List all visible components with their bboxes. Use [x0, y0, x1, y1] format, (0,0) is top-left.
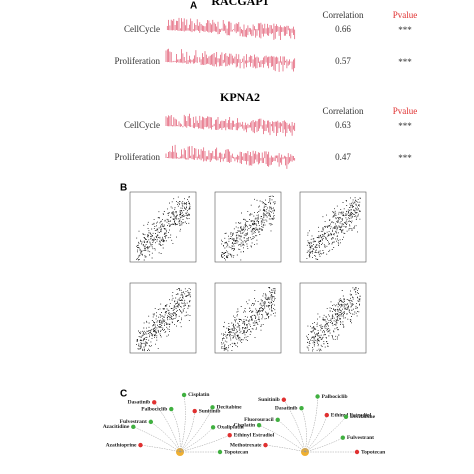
edge: [179, 394, 186, 453]
drug-label: Cisplatin: [188, 392, 209, 398]
scatter-frame: [129, 282, 197, 354]
edge: [258, 424, 306, 453]
drug-node: [138, 442, 143, 448]
drug-label: Palbociclib: [322, 394, 348, 400]
drug-node: [340, 435, 346, 440]
header: Correlation: [323, 106, 364, 116]
edge: [277, 419, 306, 453]
drug-label: Topotecan: [224, 449, 248, 455]
edge: [171, 408, 181, 453]
scatter-frame: [129, 191, 197, 263]
drug-label: Fulvestrant: [347, 435, 374, 441]
drug-node: [192, 408, 197, 414]
drug-label: Sunitinib: [199, 408, 221, 414]
drug-node: [169, 406, 174, 412]
header: Correlation: [323, 10, 364, 20]
correlation: 0.66: [335, 24, 351, 34]
edge: [265, 444, 306, 453]
edge: [150, 421, 181, 453]
edge: [179, 434, 230, 453]
drug-node: [354, 449, 360, 455]
drug-node: [343, 414, 349, 419]
drug-label: Palbociclib: [141, 406, 167, 412]
scatter-frame: [214, 191, 282, 263]
drug-label: Topotecan: [361, 449, 385, 455]
drug-node: [181, 392, 187, 398]
scatter-frame: [299, 282, 367, 354]
edge: [179, 427, 214, 453]
drug-node: [131, 424, 136, 430]
pvalue: ***: [398, 153, 412, 163]
drug-label: Methotrexate: [230, 442, 262, 448]
scatter-points: [306, 287, 361, 352]
scatter-points: [136, 195, 191, 261]
drug-label: Cisplatin: [234, 422, 255, 428]
expression-track: [165, 48, 296, 72]
gene-title: RACGAP1: [211, 0, 268, 8]
panel-label: C: [120, 389, 127, 400]
edge: [301, 408, 307, 453]
drug-node: [299, 405, 304, 411]
drug-node: [275, 417, 280, 423]
drug-node: [217, 449, 223, 455]
row-label: CellCycle: [124, 24, 160, 34]
scatter-frame: [214, 282, 282, 354]
row-label: Proliferation: [115, 56, 161, 66]
drug-node: [263, 442, 268, 448]
edge: [133, 426, 181, 453]
edge: [179, 411, 195, 453]
scatter-points: [221, 195, 276, 261]
drug-label: Decitabine: [217, 405, 243, 411]
drug-node: [281, 397, 287, 402]
correlation: 0.57: [335, 56, 351, 66]
row-label: CellCycle: [124, 120, 160, 130]
drug-label: Fluorouracil: [244, 417, 274, 423]
scatter-frame: [299, 191, 367, 263]
edge: [140, 444, 181, 453]
scatter-points: [306, 197, 361, 260]
drug-node: [324, 412, 329, 418]
edge: [304, 415, 328, 453]
drug-node: [210, 425, 216, 430]
scatter-points: [221, 287, 276, 352]
drug-label: Dasatinib: [275, 405, 298, 411]
header: Pvalue: [393, 10, 418, 20]
drug-node: [256, 422, 262, 428]
drug-label: Oxaliplatin: [217, 425, 244, 431]
drug-label: Fulvestrant: [120, 419, 147, 425]
correlation: 0.47: [335, 152, 351, 162]
drug-node: [315, 394, 320, 399]
drug-node: [152, 400, 157, 405]
pvalue: ***: [398, 57, 412, 67]
edge: [179, 407, 213, 453]
header: Pvalue: [393, 106, 418, 116]
drug-node: [227, 432, 232, 438]
scatter-points: [136, 287, 191, 352]
row-label: Proliferation: [115, 152, 161, 162]
expression-track: [165, 113, 296, 137]
edge: [304, 396, 318, 453]
correlation: 0.63: [335, 120, 351, 130]
drug-label: Decitabine: [350, 414, 376, 420]
pvalue: ***: [398, 25, 412, 35]
edge: [304, 416, 347, 453]
drug-label: Sunitinib: [258, 397, 280, 403]
gene-title: KPNA2: [220, 90, 260, 104]
drug-node: [210, 405, 215, 410]
drug-label: Azacitidine: [103, 424, 130, 430]
expression-track: [165, 17, 296, 40]
edge: [154, 402, 181, 453]
panel-label: B: [120, 183, 127, 194]
drug-label: Dasatinib: [128, 400, 151, 406]
pvalue: ***: [398, 121, 412, 131]
panel-label: A: [190, 1, 197, 12]
expression-track: [165, 144, 296, 169]
drug-node: [148, 419, 154, 425]
edge: [304, 437, 343, 453]
drug-label: Ethinyl Estradiol: [234, 432, 275, 438]
drug-label: Ethinyl Estradiol: [331, 412, 372, 418]
drug-label: Azathioprine: [106, 442, 137, 448]
